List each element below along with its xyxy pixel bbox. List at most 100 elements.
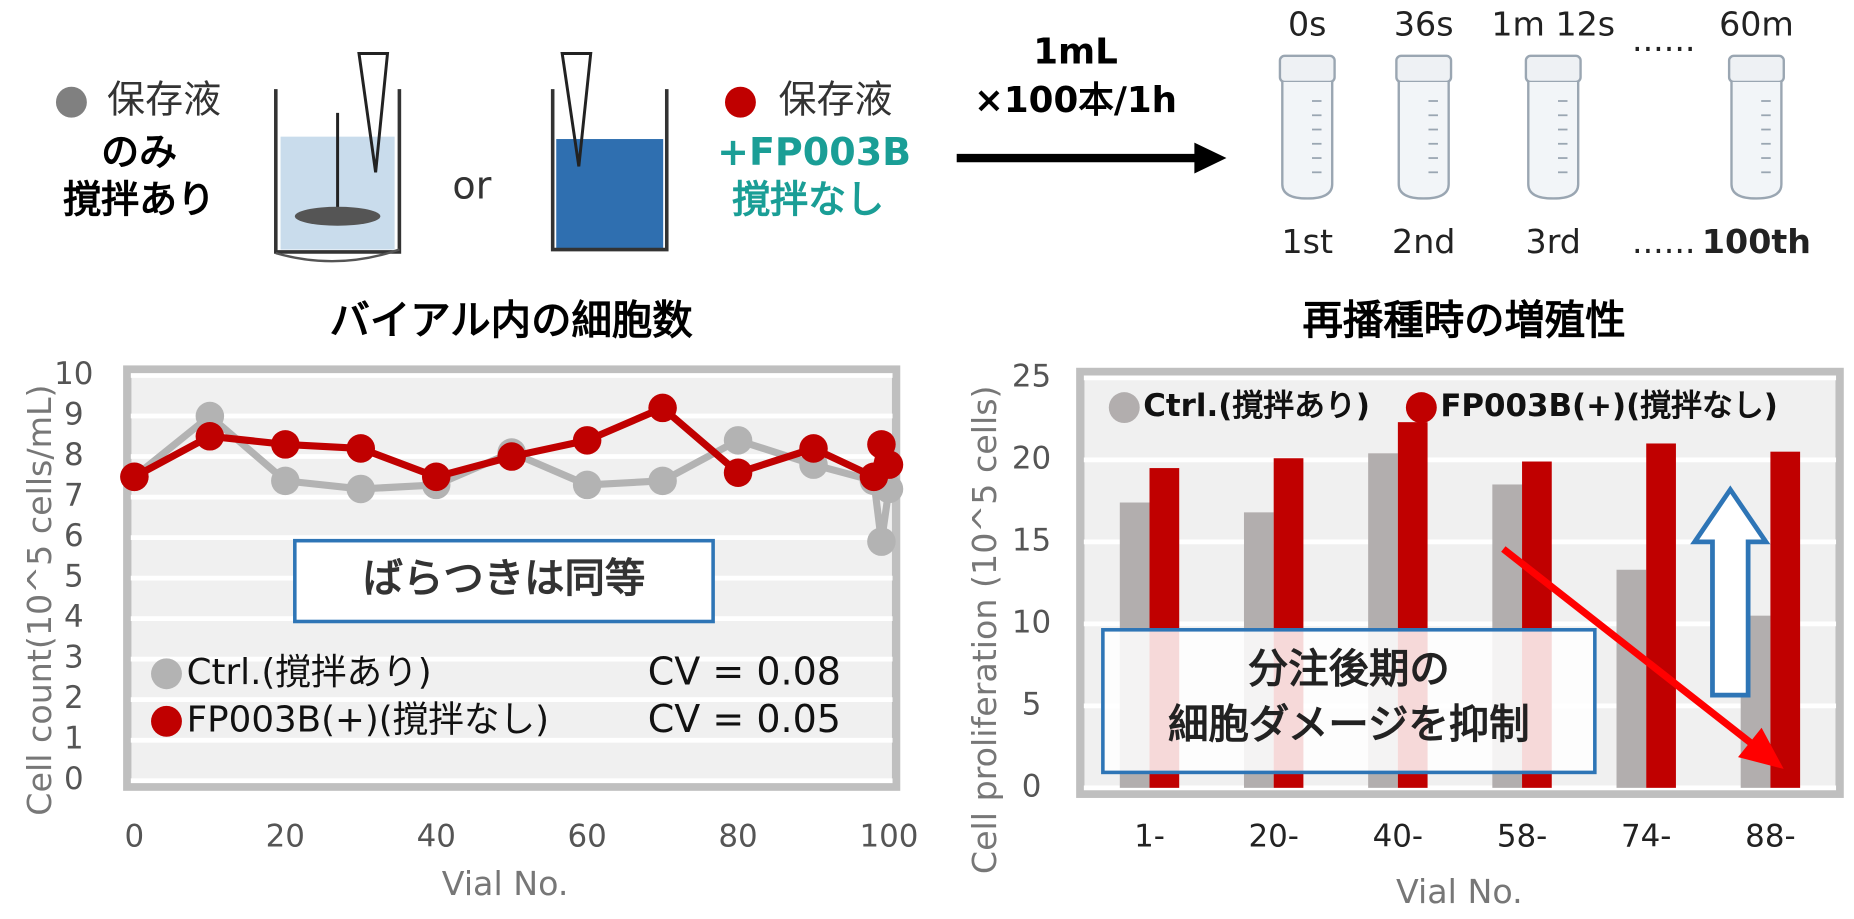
- bar: [1770, 451, 1801, 788]
- y-tick-label: 4: [64, 599, 84, 635]
- order-label: 100th: [1702, 222, 1811, 261]
- bar: [1616, 569, 1647, 788]
- annotation-box: [293, 538, 715, 624]
- x-tick-label: 40: [417, 818, 456, 854]
- order-label: 3rd: [1526, 222, 1581, 261]
- point: [271, 466, 300, 496]
- y-tick-label: 2: [64, 680, 84, 716]
- point: [195, 401, 225, 431]
- tube: [1397, 81, 1450, 200]
- legend-label: Ctrl.(撹拌あり): [1143, 388, 1370, 424]
- legend-label: FP003B(+)(撹拌なし): [1440, 388, 1778, 424]
- legend-marker: [151, 705, 182, 737]
- tube: [1281, 81, 1334, 200]
- rotation: [275, 248, 400, 263]
- y-tick-label: 1: [64, 721, 84, 757]
- y-axis-label: Cell count(10^5 cells/mL): [20, 384, 59, 815]
- y-tick-label: 25: [1012, 358, 1051, 394]
- time-label: 1m 12s: [1491, 5, 1615, 44]
- red-dot: [724, 86, 756, 118]
- point: [271, 430, 300, 459]
- cv-label: CV = 0.08: [648, 649, 841, 693]
- beaker: [274, 89, 402, 254]
- tube: [1730, 81, 1783, 200]
- point: [874, 450, 904, 479]
- tube: [1527, 81, 1580, 200]
- time-label: ......: [1632, 20, 1695, 59]
- legend-marker: [151, 658, 182, 690]
- tube-cap: [1727, 54, 1785, 84]
- chart-title: バイアル内の細胞数: [330, 296, 694, 344]
- order-label: 2nd: [1392, 222, 1455, 261]
- y-tick-label: 3: [64, 640, 84, 676]
- arrow-head: [1194, 142, 1227, 174]
- time-label: 36s: [1394, 5, 1454, 44]
- trend-arrow-head: [1738, 727, 1784, 769]
- x-tick-label: 80: [718, 818, 757, 854]
- x-tick-label: 58-: [1497, 818, 1547, 854]
- point: [799, 434, 828, 463]
- time-label: 60m: [1719, 5, 1794, 44]
- point: [421, 462, 451, 492]
- y-tick-label: 7: [64, 478, 84, 514]
- x-tick-label: 1-: [1134, 818, 1165, 854]
- y-tick-label: 0: [64, 761, 84, 797]
- left-label: のみ: [101, 130, 177, 174]
- x-tick-label: 40-: [1373, 818, 1423, 854]
- x-tick-label: 20: [266, 818, 305, 854]
- point: [497, 442, 526, 471]
- right-label: 撹拌なし: [732, 178, 884, 222]
- point: [648, 466, 677, 496]
- liquid: [556, 139, 664, 249]
- transfer-label: 1mL: [1033, 31, 1118, 72]
- legend-marker: [1405, 392, 1437, 424]
- gray-dot: [55, 86, 87, 118]
- chart-title: 再播種時の増殖性: [1303, 296, 1626, 344]
- point: [572, 426, 602, 455]
- stirrer-blade: [294, 206, 381, 226]
- y-tick-label: 10: [1012, 604, 1051, 640]
- hollow-arrow: [1690, 485, 1771, 698]
- beaker: [550, 89, 669, 252]
- time-label: 0s: [1288, 5, 1327, 44]
- x-tick-label: 0: [125, 818, 145, 854]
- y-tick-label: 5: [1022, 686, 1042, 722]
- point: [867, 527, 896, 556]
- left-label: 撹拌あり: [63, 178, 215, 222]
- legend-label: Ctrl.(撹拌あり): [187, 652, 432, 693]
- legend-marker: [1108, 392, 1140, 424]
- annotation: 細胞ダメージを抑制: [1168, 700, 1530, 748]
- point: [195, 422, 225, 451]
- annotation: 分注後期の: [1248, 644, 1450, 692]
- or-label: or: [452, 163, 491, 207]
- y-tick-label: 8: [64, 437, 84, 473]
- bar: [1646, 443, 1676, 788]
- point: [723, 458, 753, 488]
- y-tick-label: 5: [64, 559, 84, 595]
- order-label: ......: [1632, 222, 1695, 261]
- point: [346, 474, 376, 504]
- legend-label: FP003B(+)(撹拌なし): [187, 699, 549, 740]
- trend-arrow: [1501, 546, 1764, 754]
- point: [346, 434, 376, 463]
- right-label: +FP003B: [717, 130, 911, 174]
- y-tick-label: 0: [1022, 768, 1042, 804]
- annotation-box: [1101, 628, 1597, 775]
- x-tick-label: 100: [860, 818, 919, 854]
- point: [723, 426, 753, 455]
- pipette: [357, 51, 390, 173]
- cv-label: CV = 0.05: [648, 697, 841, 741]
- tube-cap: [1278, 54, 1336, 84]
- y-tick-label: 9: [64, 397, 84, 433]
- y-axis-label: Cell proliferation (10^5 cells): [965, 385, 1004, 874]
- point: [648, 393, 677, 423]
- tube-cap: [1395, 54, 1453, 84]
- x-tick-label: 60: [567, 818, 606, 854]
- y-tick-label: 15: [1012, 522, 1051, 558]
- order-label: 1st: [1281, 222, 1333, 261]
- x-tick-label: 20-: [1248, 818, 1298, 854]
- tube-cap: [1524, 54, 1582, 84]
- transfer-label: ×100本/1h: [974, 80, 1177, 121]
- point: [120, 462, 149, 492]
